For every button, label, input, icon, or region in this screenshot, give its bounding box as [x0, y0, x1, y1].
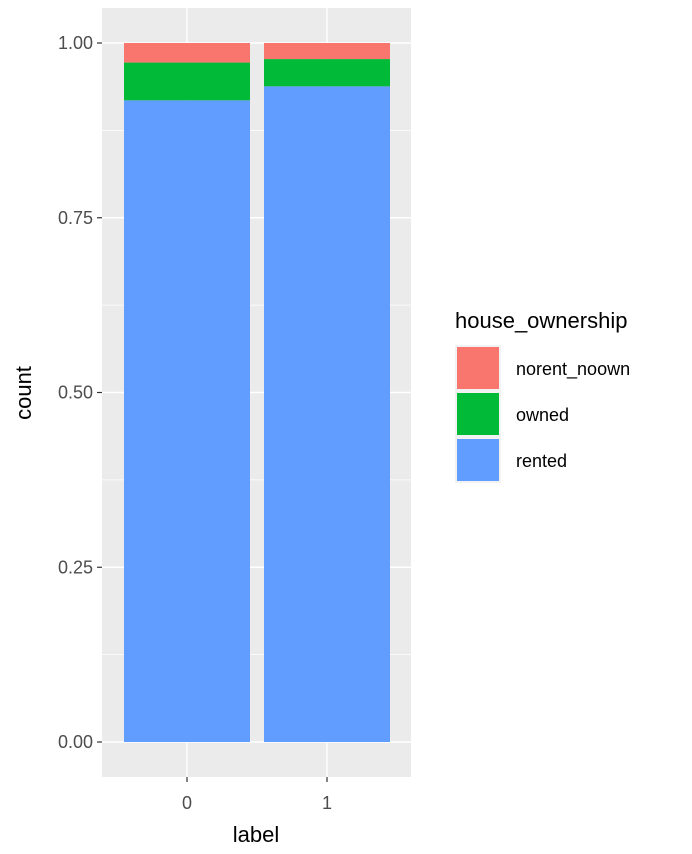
y-tick-label: 0.75 [58, 208, 93, 228]
legend-label-rented: rented [516, 451, 567, 471]
y-tick-label: 0.25 [58, 557, 93, 577]
legend-label-owned: owned [516, 405, 569, 425]
y-tick-label: 1.00 [58, 33, 93, 53]
legend-swatch-owned [457, 393, 499, 435]
y-axis: 0.00 0.25 0.50 0.75 1.00 [58, 33, 102, 752]
bars [124, 43, 390, 743]
y-tick-label: 0.00 [58, 732, 93, 752]
legend-swatch-norent_noown [457, 347, 499, 389]
x-axis-title: label [233, 822, 279, 847]
bar-norent_noown-1 [264, 43, 390, 60]
bar-norent_noown-0 [124, 43, 250, 63]
x-tick-label: 1 [322, 793, 332, 813]
bar-rented-1 [264, 86, 390, 742]
bar-owned-0 [124, 62, 250, 101]
bar-owned-1 [264, 59, 390, 87]
legend-swatch-rented [457, 439, 499, 481]
y-axis-title: count [11, 366, 36, 420]
bar-rented-0 [124, 100, 250, 743]
legend-title: house_ownership [455, 308, 627, 333]
legend-label-norent_noown: norent_noown [516, 359, 630, 380]
y-tick-label: 0.50 [58, 383, 93, 403]
x-tick-label: 0 [182, 793, 192, 813]
